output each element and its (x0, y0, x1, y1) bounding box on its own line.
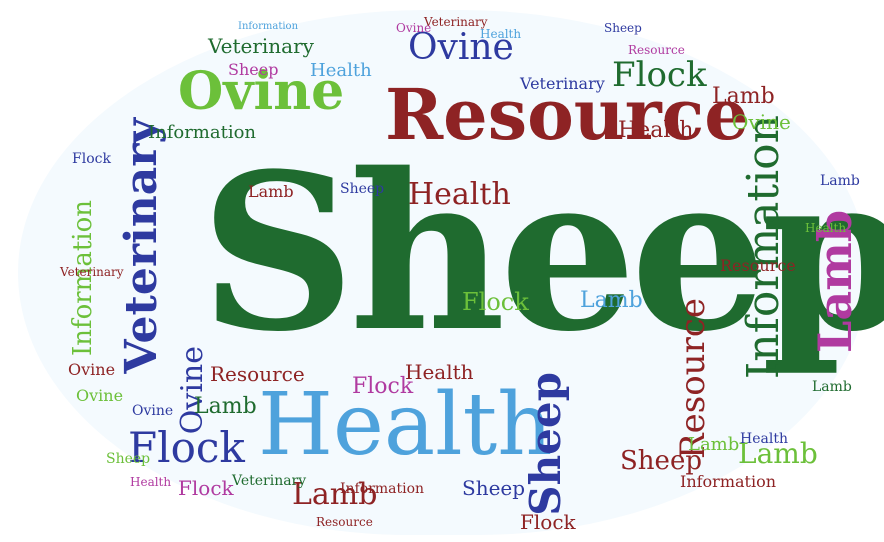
word-flock-upper-right: Flock (612, 55, 707, 95)
word-sheep-upper-left: Sheep (228, 60, 279, 79)
word-resource-top: Resource (628, 43, 685, 57)
word-information-bottom: Information (680, 472, 777, 491)
word-ovine-left-2: Ovine (68, 360, 116, 379)
word-flock-bottom-2: Flock (520, 510, 576, 534)
word-lamb-right: Lamb (738, 437, 818, 470)
word-sheep-left: Sheep (340, 181, 385, 197)
word-sheep-small-top: Sheep (604, 21, 642, 35)
word-resource-right: Resource (720, 256, 796, 275)
word-sheep-small-left: Sheep (106, 451, 151, 467)
word-sheep-lower-right: Sheep (620, 446, 702, 476)
word-veterinary-bottom: Veterinary (232, 473, 307, 489)
word-health-large: Health (258, 375, 553, 475)
word-flock-bottom: Flock (178, 476, 234, 500)
word-veterinary-upper: Veterinary (208, 34, 314, 58)
word-lamb-small-right: Lamb (812, 379, 852, 395)
word-health-right: Health (618, 118, 694, 143)
word-veterinary-small-left: Veterinary (60, 265, 124, 279)
word-ovine-left: Ovine (76, 386, 124, 405)
word-ovine-small-top: Ovine (396, 21, 432, 35)
word-resource-large: Resource (385, 73, 749, 156)
word-lamb-mid: Lamb (580, 288, 643, 313)
word-veterinary-right-upper: Veterinary (520, 74, 605, 93)
cloud-background (18, 10, 868, 535)
word-health-right-2: Health (740, 431, 788, 447)
word-flock-small-left: Flock (72, 151, 111, 167)
word-resource-bottom: Resource (316, 515, 373, 529)
word-health-small-top: Health (480, 27, 522, 41)
word-ovine-upper-right: Ovine (732, 110, 791, 134)
word-sheep-bottom: Sheep (462, 476, 526, 500)
word-health-lower-mid: Health (405, 360, 474, 384)
word-veterinary-vertical: Veterinary (116, 118, 167, 374)
word-lamb-right-2: Lamb (688, 434, 740, 455)
word-health-upper-left: Health (310, 60, 372, 81)
word-lamb-left: Lamb (194, 394, 257, 419)
word-sheep-large: Sheep (200, 126, 884, 379)
word-lamb-small-right-2: Lamb (820, 173, 860, 189)
word-lamb-left-2: Lamb (248, 182, 294, 201)
word-information-small-top: Information (238, 21, 299, 32)
word-health-small-left: Health (130, 475, 172, 489)
word-lamb-medium: Lamb (292, 477, 378, 512)
word-health-mid: Health (408, 177, 511, 212)
word-flock-mid: Flock (462, 288, 529, 316)
word-ovine-large: Ovine (178, 61, 345, 122)
word-ovine-left-3: Ovine (132, 403, 174, 419)
word-sheep-vertical: Sheep (521, 372, 570, 516)
word-flock-magenta: Flock (352, 374, 414, 399)
word-lamb-upper-right: Lamb (712, 84, 775, 109)
word-health-small-right: Health (805, 221, 847, 235)
word-ovine-upper: Ovine (408, 27, 514, 68)
word-ovine-left-vertical: Ovine (175, 346, 210, 435)
word-resource-mid: Resource (210, 362, 305, 386)
word-information-bottom-2: Information (340, 481, 425, 497)
word-information-vertical: Information (738, 115, 789, 380)
word-information-top: Information (148, 122, 257, 143)
word-veterinary-small-top: Veterinary (424, 15, 488, 29)
word-flock-medium: Flock (128, 423, 245, 472)
